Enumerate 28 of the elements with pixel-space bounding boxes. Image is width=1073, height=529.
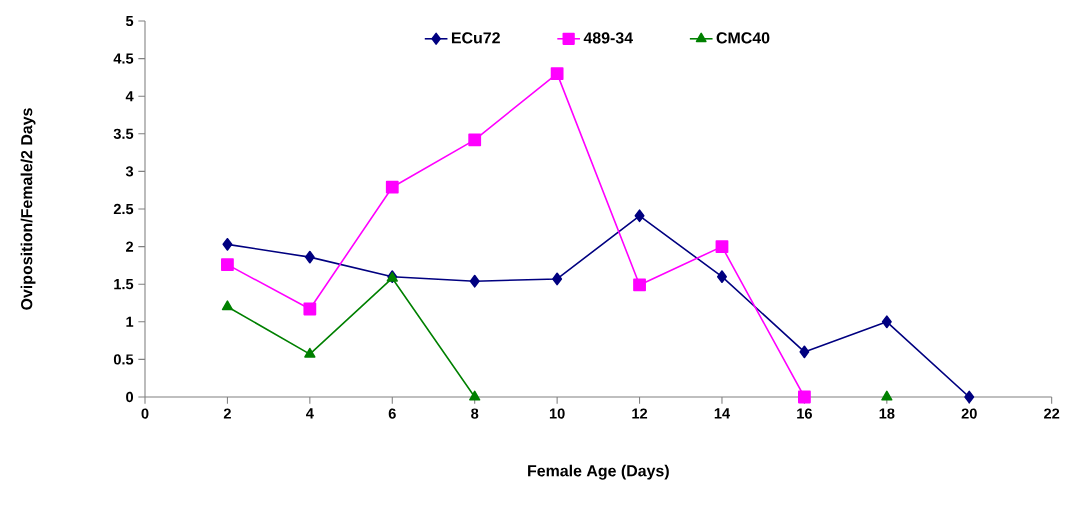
y-tick-label: 5 — [125, 15, 134, 27]
x-tick-label: 22 — [1044, 408, 1060, 419]
y-axis-title: Oviposition/Female/2 Days — [20, 108, 36, 310]
x-tick-label: 4 — [306, 408, 314, 419]
y-tick-label: 3.5 — [113, 128, 134, 139]
y-tick-label: 2 — [126, 241, 134, 252]
legend-label: ECu72 — [451, 32, 500, 44]
x-tick-label: 20 — [961, 408, 977, 419]
x-tick-label: 16 — [797, 408, 812, 419]
y-tick-label: 0 — [126, 391, 134, 403]
legend-label: 489-34 — [583, 32, 633, 44]
x-tick-label: 8 — [471, 408, 479, 419]
x-axis-title: Female Age (Days) — [528, 464, 669, 480]
x-tick-label: 2 — [223, 408, 231, 419]
y-tick-label: 4 — [125, 91, 134, 102]
x-tick-label: 14 — [714, 408, 731, 419]
y-tick-label: 1.5 — [114, 279, 134, 290]
x-tick-label: 0 — [141, 408, 149, 419]
y-tick-label: 4.5 — [113, 53, 134, 64]
y-tick-label: 0.5 — [113, 354, 134, 365]
legend-label: CMC40 — [716, 32, 770, 44]
x-tick-label: 12 — [632, 408, 648, 419]
y-tick-label: 1 — [126, 316, 134, 327]
y-tick-label: 2.5 — [113, 203, 134, 215]
y-tick-label: 3 — [125, 166, 134, 177]
x-tick-label: 18 — [879, 408, 895, 419]
x-tick-label: 10 — [549, 408, 565, 419]
x-tick-label: 6 — [388, 408, 396, 419]
